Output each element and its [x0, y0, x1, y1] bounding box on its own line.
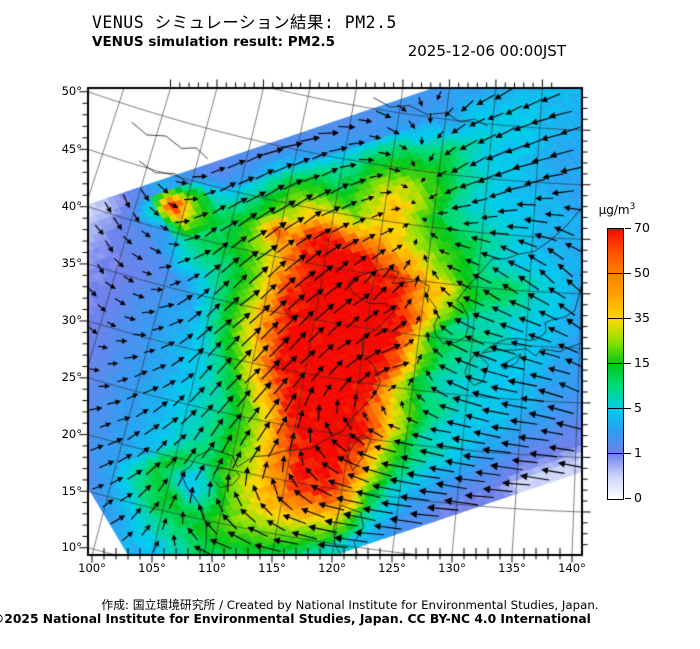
timestamp-label: 2025-12-06 00:00JST: [407, 42, 566, 60]
footer-credit-line: 作成: 国立環境研究所 / Created by National Instit…: [101, 598, 599, 612]
lon-tick-label: 100°: [78, 561, 106, 575]
colorbar-tick-label: 0: [634, 490, 642, 505]
colorbar-tick-line: [607, 407, 625, 409]
footer-copyright-line: ©2025 National Institute for Environment…: [0, 612, 591, 626]
lon-tick-label: 115°: [258, 561, 286, 575]
lat-tick-label: 35°: [61, 256, 82, 271]
lon-tick-label: 120°: [318, 561, 346, 575]
colorbar-tick-line: [607, 317, 625, 319]
colorbar-unit-label: µg/m3: [598, 202, 636, 217]
lon-tick-label: 125°: [378, 561, 406, 575]
lon-tick-label: 110°: [198, 561, 226, 575]
colorbar-tick-dash: [625, 317, 631, 319]
lat-tick-label: 10°: [61, 540, 82, 555]
colorbar-tick-label: 1: [634, 445, 642, 460]
colorbar-gradient: [607, 228, 624, 500]
lat-tick-label: 25°: [61, 370, 82, 385]
lat-tick-label: 50°: [61, 84, 82, 99]
page-title-english: VENUS simulation result: PM2.5: [92, 34, 335, 50]
colorbar-tick-label: 50: [634, 265, 650, 280]
lat-tick-label: 20°: [61, 427, 82, 442]
lat-tick-label: 40°: [61, 199, 82, 214]
colorbar-tick-dash: [625, 272, 631, 274]
colorbar-tick-dash: [625, 497, 631, 499]
colorbar-tick-dash: [625, 362, 631, 364]
colorbar-tick-label: 70: [634, 220, 650, 235]
colorbar-tick-line: [607, 452, 625, 454]
colorbar-tick-dash: [625, 407, 631, 409]
lon-tick-label: 105°: [138, 561, 166, 575]
colorbar-tick-line: [607, 362, 625, 364]
colorbar-tick-line: [607, 272, 625, 274]
colorbar-tick-label: 35: [634, 310, 650, 325]
page-title-japanese: VENUS シミュレーション結果: PM2.5: [92, 13, 397, 32]
lon-tick-label: 135°: [498, 561, 526, 575]
colorbar-tick-label: 15: [634, 355, 650, 370]
lon-tick-label: 140°: [558, 561, 586, 575]
colorbar-tick-dash: [625, 227, 631, 229]
colorbar-tick-label: 5: [634, 400, 642, 415]
lat-tick-label: 30°: [61, 313, 82, 328]
lat-tick-label: 45°: [61, 141, 82, 156]
colorbar-tick-dash: [625, 452, 631, 454]
lon-tick-label: 130°: [438, 561, 466, 575]
lat-tick-label: 15°: [61, 483, 82, 498]
